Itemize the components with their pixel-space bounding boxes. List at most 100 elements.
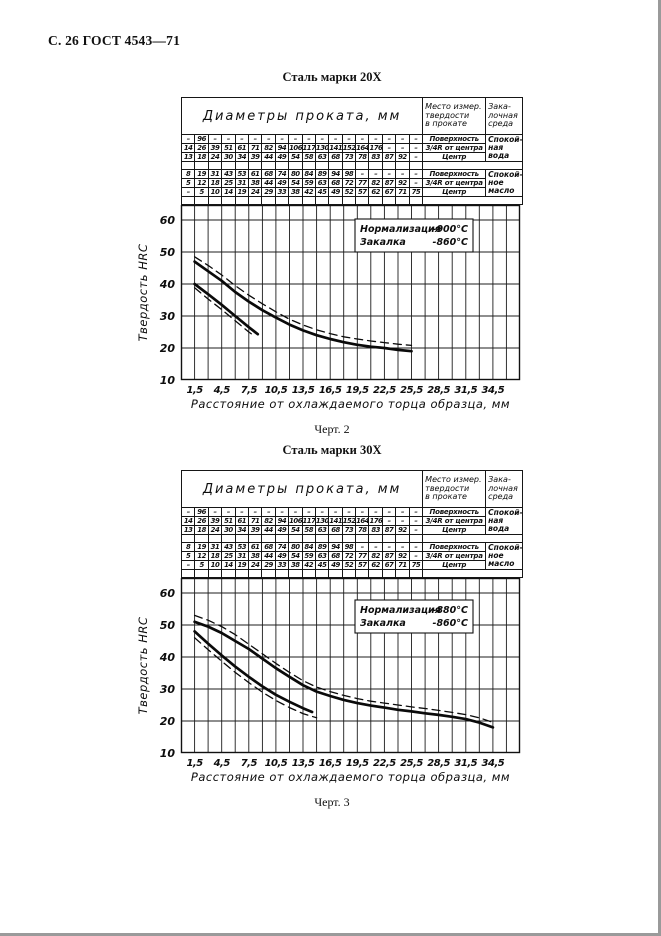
quench-medium-cell: Спокой- ная вода [485, 507, 524, 535]
diameter-value: 25 [221, 178, 236, 188]
empty-cell [274, 569, 290, 578]
diameter-value: – [180, 134, 196, 144]
empty-cell [395, 161, 410, 170]
diameter-value: 89 [314, 542, 330, 552]
heat-treatment-annotation-box [354, 599, 474, 634]
quench-medium-header: Зака- лочная среда [485, 470, 524, 508]
diameter-value: 38 [247, 551, 263, 561]
diameter-value: – [408, 525, 424, 535]
diameter-value: – [314, 507, 330, 517]
measure-place-cell: Поверхность [422, 542, 487, 552]
quench-medium-cell: Спокой- ное масло [485, 169, 524, 197]
diameter-value: 71 [247, 516, 263, 526]
diameter-value: 31 [207, 169, 223, 179]
x-axis-title: Расстояние от охлаждаемого торца образца… [191, 397, 510, 411]
diameter-value: – [274, 507, 290, 517]
x-tick-label: 25,5 [400, 385, 423, 396]
empty-cell [422, 161, 524, 170]
empty-cell [341, 161, 357, 170]
figure-20x: Сталь марки 20Х Диаметры проката, мм Мест… [137, 60, 527, 437]
diameter-value: – [368, 507, 383, 517]
diameter-value: 54 [288, 525, 303, 535]
diameter-value: 44 [261, 152, 276, 162]
empty-cell [274, 161, 290, 170]
empty-cell [341, 569, 357, 578]
diameter-value: 10 [207, 187, 223, 197]
diameter-value: 84 [301, 542, 316, 552]
diameter-value: 59 [301, 178, 316, 188]
diameter-value: – [408, 516, 424, 526]
diameter-value: – [395, 134, 410, 144]
annotation-label: Закалка [360, 618, 406, 629]
empty-cell [207, 569, 223, 578]
page-header: С. 26 ГОСТ 4543—71 [48, 33, 181, 48]
y-tick-label: 10 [160, 747, 176, 760]
diameter-value: – [408, 178, 424, 188]
curve-upper-band-dashed [193, 256, 413, 347]
empty-cell [368, 196, 383, 205]
diameter-value: 19 [234, 187, 249, 197]
annotation-label: Закалка [360, 237, 406, 248]
diameter-value: 31 [207, 542, 223, 552]
diameter-value: 141 [328, 516, 343, 526]
empty-cell [180, 196, 196, 205]
diameter-value: 75 [408, 560, 424, 570]
empty-cell [381, 196, 397, 205]
empty-cell [301, 569, 316, 578]
diameter-value: 68 [328, 551, 343, 561]
x-tick-label: 4,5 [213, 758, 231, 769]
x-tick-label: 22,5 [373, 758, 396, 769]
y-axis-title: Твердость HRC [137, 244, 150, 342]
diameter-value: – [301, 134, 316, 144]
diameter-value: 8 [180, 542, 196, 552]
y-tick-label: 10 [160, 374, 176, 387]
measure-place-header: Место измер. твердости в прокате [422, 97, 487, 135]
diameter-value: 61 [247, 542, 263, 552]
empty-cell [207, 161, 223, 170]
diameter-value: 34 [234, 525, 249, 535]
diameter-value: 13 [180, 152, 196, 162]
diameter-value: – [288, 507, 303, 517]
diameter-value: 87 [381, 551, 397, 561]
diameter-value: – [355, 134, 370, 144]
diameter-value: 78 [355, 152, 370, 162]
diameter-value: – [180, 507, 196, 517]
x-tick-label: 28,5 [427, 385, 450, 396]
diameter-value: – [408, 551, 424, 561]
diameter-value: 19 [194, 169, 209, 179]
diameter-value: – [368, 134, 383, 144]
diameter-value: 54 [288, 152, 303, 162]
diameter-value: 71 [395, 560, 410, 570]
diameter-value: 63 [314, 178, 330, 188]
empty-cell [221, 534, 236, 543]
diameter-value: 68 [261, 542, 276, 552]
curve-upper-band-solid [193, 260, 413, 353]
diameter-value: 34 [234, 152, 249, 162]
x-tick-label: 25,5 [400, 758, 423, 769]
empty-cell [355, 161, 370, 170]
empty-cell [274, 196, 290, 205]
diameter-value: 94 [328, 169, 343, 179]
diameter-value: 96 [194, 134, 209, 144]
separator-row [180, 534, 524, 543]
diameter-value: 63 [314, 152, 330, 162]
empty-cell [247, 534, 263, 543]
diameter-value: 106 [288, 516, 303, 526]
measure-place-cell: Поверхность [422, 507, 487, 517]
diameter-value: – [408, 134, 424, 144]
curve-upper-band-dashed [193, 614, 494, 723]
diameter-value: 24 [207, 525, 223, 535]
x-tick-label: 31,5 [454, 758, 477, 769]
empty-cell [368, 534, 383, 543]
y-tick-label: 20 [160, 715, 176, 728]
diameter-value: 14 [180, 516, 196, 526]
empty-cell [355, 196, 370, 205]
diameter-value: 18 [194, 525, 209, 535]
diameter-value: 24 [247, 187, 263, 197]
figure-caption: Черт. 3 [314, 795, 350, 809]
diameter-value: 14 [221, 187, 236, 197]
empty-cell [247, 196, 263, 205]
diameter-value: – [355, 169, 370, 179]
empty-cell [328, 196, 343, 205]
empty-cell [314, 196, 330, 205]
